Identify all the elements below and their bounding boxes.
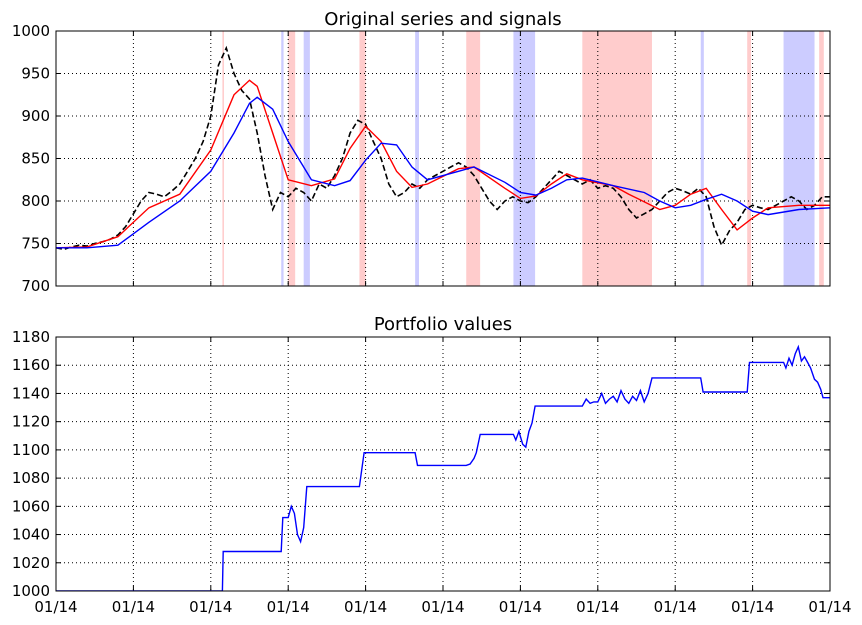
y-tick-label: 900 xyxy=(21,107,50,125)
y-tick-label: 1160 xyxy=(12,356,50,374)
y-tick-label: 1100 xyxy=(12,441,50,459)
x-tick-label: 01/14 xyxy=(189,598,232,616)
sell-signal-band xyxy=(359,31,366,286)
y-tick-label: 1060 xyxy=(12,497,50,515)
buy-signal-band xyxy=(700,31,704,286)
y-tick-label: 700 xyxy=(21,277,50,295)
x-tick-label: 01/14 xyxy=(808,598,851,616)
chart-title: Original series and signals xyxy=(324,9,561,30)
x-tick-label: 01/14 xyxy=(654,598,697,616)
axes-frame xyxy=(55,30,831,287)
sell-signal-band xyxy=(819,31,824,286)
x-tick-label: 01/14 xyxy=(731,598,774,616)
portfolio-values-panel: 01/14 01/14 01/14 01/14 01/14 01/14 01/14 01/14… xyxy=(12,314,852,616)
y-tick-label: 1000 xyxy=(12,582,50,600)
buy-signal-band xyxy=(415,31,420,286)
x-tick-label: 01/14 xyxy=(421,598,464,616)
y-tick-label: 750 xyxy=(21,235,50,253)
sell-signal-band xyxy=(222,31,224,286)
sell-signal-band xyxy=(466,31,481,286)
y-tick-label: 1020 xyxy=(12,554,50,572)
buy-signal-band xyxy=(303,31,310,286)
x-tick-label: 01/14 xyxy=(576,598,619,616)
series-line-2 xyxy=(56,96,830,249)
y-tick-label: 850 xyxy=(21,150,50,168)
series-line-0 xyxy=(56,45,830,251)
x-tick-label: 01/14 xyxy=(112,598,155,616)
x-tick-label: 01/14 xyxy=(344,598,387,616)
x-tick-label: 01/14 xyxy=(499,598,542,616)
y-tick-label: 800 xyxy=(21,192,50,210)
chart-title: Portfolio values xyxy=(374,314,512,335)
y-tick-label: 1120 xyxy=(12,413,50,431)
y-tick-label: 1180 xyxy=(12,328,50,346)
y-tick-label: 1000 xyxy=(12,22,50,40)
buy-signal-band xyxy=(281,31,284,286)
sell-signal-band xyxy=(288,31,296,286)
x-tick-label: 01/14 xyxy=(267,598,310,616)
series-line-1 xyxy=(56,79,830,249)
series-line-0 xyxy=(56,344,830,591)
y-tick-label: 1040 xyxy=(12,526,50,544)
sell-signal-band xyxy=(747,31,752,286)
original-series-panel: 700 750 800 850 900 950 1000 Original series an… xyxy=(12,9,831,295)
x-tick-label: 01/14 xyxy=(34,598,77,616)
axes-frame xyxy=(55,336,831,592)
y-tick-label: 1080 xyxy=(12,469,50,487)
y-tick-label: 1140 xyxy=(12,384,50,402)
y-tick-label: 950 xyxy=(21,65,50,83)
plot-area xyxy=(56,337,830,591)
